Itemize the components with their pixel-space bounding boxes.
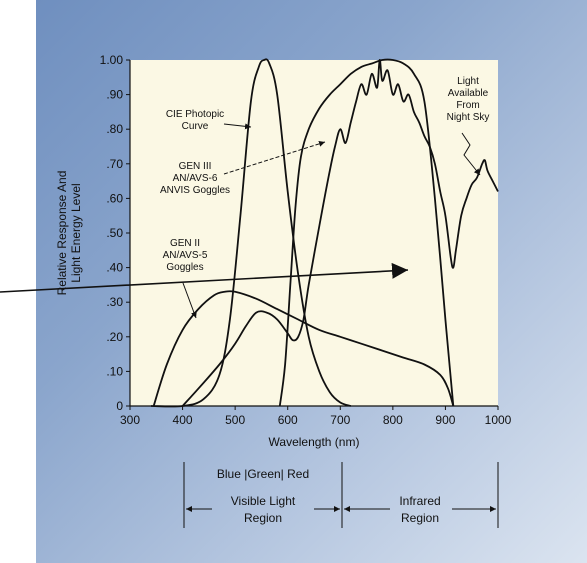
annotation-gen3-line3: ANVIS Goggles (160, 185, 230, 196)
x-tick-label: 1000 (485, 413, 512, 427)
y-ticks: 0 .10 .20 .30 .40 .50 .60 .70 .80 .90 1.00 (100, 53, 130, 413)
infrared-region-label-line2: Region (401, 511, 439, 525)
annotation-night-line1: Light (457, 76, 479, 87)
annotation-night-line2: Available (448, 88, 489, 99)
y-tick-label: .20 (106, 330, 123, 344)
x-axis-label: Wavelength (nm) (269, 435, 360, 449)
series-gen2-line (152, 290, 455, 407)
y-tick-label: 0 (116, 399, 123, 413)
y-tick-label: 1.00 (100, 53, 124, 67)
y-tick-label: .10 (106, 364, 123, 378)
series-cie-photopic-line (150, 58, 352, 408)
annotation-gen2-line2: AN/AVS-5 (163, 250, 208, 261)
region-bracket: Blue |Green| Red Visible Light Region In… (183, 462, 499, 528)
series-gen3-line (278, 58, 455, 407)
y-tick-label: .50 (106, 226, 123, 240)
series-night-sky-line (181, 59, 499, 407)
x-tick-label: 600 (278, 413, 298, 427)
annotation-gen3-line1: GEN III (179, 161, 212, 172)
annotation-cie-line1: CIE Photopic (166, 109, 224, 120)
y-tick-label: .90 (106, 88, 123, 102)
y-tick-label: .70 (106, 157, 123, 171)
annotation-gen3: GEN III AN/AVS-6 ANVIS Goggles (160, 161, 230, 196)
infrared-region-label-line1: Infrared (399, 494, 440, 508)
annotation-gen2-line3: Goggles (166, 262, 203, 273)
annotation-night-line3: From (456, 100, 479, 111)
annotation-cie-line2: Curve (182, 121, 209, 132)
annotation-gen3-line2: AN/AVS-6 (173, 173, 218, 184)
pointer-arrow (0, 262, 409, 293)
annotation-cie-arrow (223, 123, 252, 130)
x-tick-label: 500 (225, 413, 245, 427)
annotation-gen2-arrow (182, 282, 197, 319)
y-axis-label-line2: Light Energy Level (69, 183, 83, 282)
annotation-gen2-line1: GEN II (170, 238, 200, 249)
annotation-night-arrow (461, 132, 481, 176)
y-axis-label-line1: Relative Response And (55, 171, 69, 296)
x-tick-label: 900 (435, 413, 455, 427)
annotation-night-sky: Light Available From Night Sky (447, 76, 490, 123)
annotation-night-line4: Night Sky (447, 112, 490, 123)
series-group (150, 58, 499, 408)
y-tick-label: .60 (106, 191, 123, 205)
x-tick-label: 700 (330, 413, 350, 427)
annotation-cie-photopic: CIE Photopic Curve (166, 109, 224, 132)
color-band-labels: Blue |Green| Red (217, 467, 309, 481)
x-tick-label: 300 (120, 413, 140, 427)
x-tick-label: 800 (383, 413, 403, 427)
visible-region-label-line2: Region (244, 511, 282, 525)
visible-region-label-line1: Visible Light (231, 494, 296, 508)
y-tick-label: .30 (106, 295, 123, 309)
y-tick-label: .80 (106, 122, 123, 136)
y-tick-label: .40 (106, 261, 123, 275)
annotation-gen2: GEN II AN/AVS-5 Goggles (163, 238, 208, 273)
x-tick-label: 400 (173, 413, 193, 427)
x-ticks: 300 400 500 600 700 800 900 1000 (120, 406, 512, 427)
